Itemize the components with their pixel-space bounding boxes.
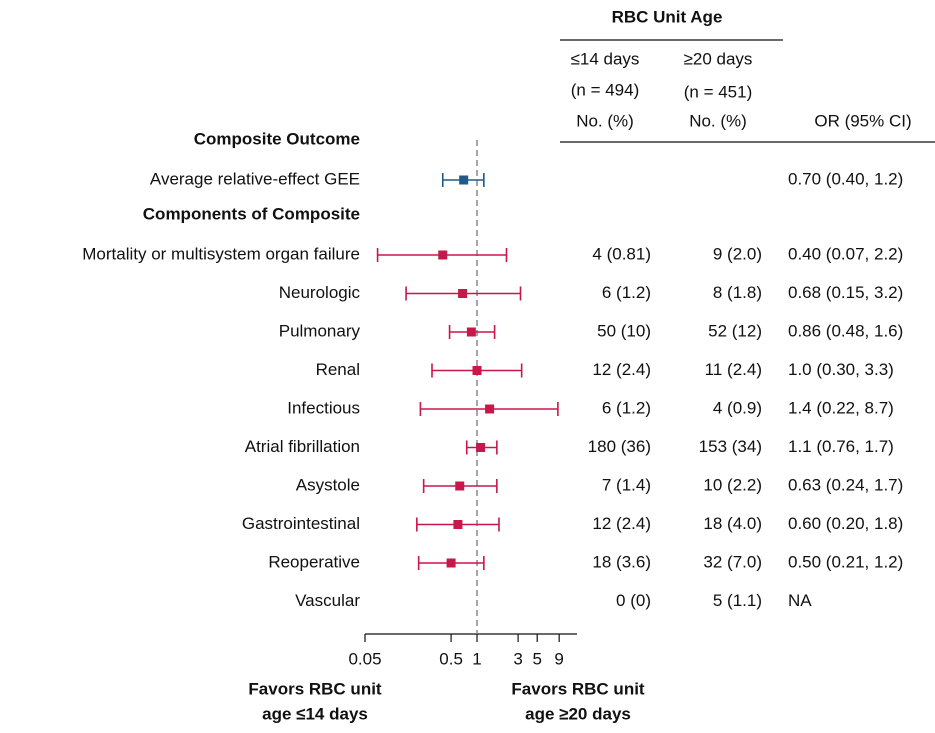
left-note: age ≤14 days xyxy=(262,704,368,723)
count: 4 (0.9) xyxy=(713,398,762,417)
right-note: age ≥20 days xyxy=(525,704,631,723)
x-tick-label: 0.05 xyxy=(348,649,381,668)
count: 4 (0.81) xyxy=(592,244,651,263)
row-label: Infectious xyxy=(287,398,360,417)
point-estimate xyxy=(446,558,456,568)
point-estimate xyxy=(472,366,482,375)
x-tick-label: 0.5 xyxy=(439,649,463,668)
count: 9 (2.0) xyxy=(713,244,762,263)
count: 180 (36) xyxy=(588,437,651,456)
point-estimate xyxy=(459,175,469,185)
count: 6 (1.2) xyxy=(602,398,651,417)
row-label: Gastrointestinal xyxy=(242,514,360,533)
count: 18 (4.0) xyxy=(703,514,762,533)
column-unit: No. (%) xyxy=(689,111,747,130)
count: 52 (12) xyxy=(708,321,762,340)
count: 5 (1.1) xyxy=(713,591,762,610)
or-label: 0.60 (0.20, 1.8) xyxy=(788,514,903,533)
row-label: Asystole xyxy=(296,475,360,494)
count: 8 (1.8) xyxy=(713,283,762,302)
or-label: 1.4 (0.22, 8.7) xyxy=(788,398,894,417)
point-estimate xyxy=(458,289,468,298)
left-note: Favors RBC unit xyxy=(248,679,382,698)
row-label: Neurologic xyxy=(279,283,361,302)
column-header: ≥20 days xyxy=(684,49,753,68)
count: 12 (2.4) xyxy=(592,514,651,533)
or-label: 0.50 (0.21, 1.2) xyxy=(788,552,903,571)
count: 50 (10) xyxy=(597,321,651,340)
row-label: Renal xyxy=(316,360,360,379)
right-note: Favors RBC unit xyxy=(511,679,645,698)
point-estimate xyxy=(476,443,486,452)
point-estimate xyxy=(466,327,476,337)
or-label: 1.1 (0.76, 1.7) xyxy=(788,437,894,456)
point-estimate xyxy=(485,404,495,414)
point-estimate xyxy=(438,250,448,260)
count: 7 (1.4) xyxy=(602,475,651,494)
count: 0 (0) xyxy=(616,591,651,610)
row-label: Average relative-effect GEE xyxy=(150,169,360,188)
count: 12 (2.4) xyxy=(592,360,651,379)
row-label: Atrial fibrillation xyxy=(245,437,360,456)
or-label: 0.68 (0.15, 3.2) xyxy=(788,283,903,302)
or-label: 0.40 (0.07, 2.2) xyxy=(788,244,903,263)
or-label: 0.70 (0.40, 1.2) xyxy=(788,169,903,188)
row-label: Vascular xyxy=(295,591,360,610)
section-heading: Components of Composite xyxy=(143,204,360,223)
count: 11 (2.4) xyxy=(705,360,762,379)
count: 18 (3.6) xyxy=(592,552,651,571)
point-estimate xyxy=(453,520,463,529)
x-tick-label: 1 xyxy=(472,649,481,668)
count: 32 (7.0) xyxy=(703,552,762,571)
row-label: Pulmonary xyxy=(279,321,361,340)
x-tick-label: 3 xyxy=(513,649,522,668)
or-label: 1.0 (0.30, 3.3) xyxy=(788,360,894,379)
or-header: OR (95% CI) xyxy=(814,111,911,130)
point-estimate xyxy=(455,481,465,491)
or-label: 0.63 (0.24, 1.7) xyxy=(788,475,903,494)
column-header: ≤14 days xyxy=(571,49,640,68)
count: 10 (2.2) xyxy=(703,475,762,494)
row-label: Reoperative xyxy=(268,552,360,571)
column-unit: No. (%) xyxy=(576,111,634,130)
count: 153 (34) xyxy=(699,437,762,456)
column-n: (n = 451) xyxy=(684,82,753,101)
row-label: Mortality or multisystem organ failure xyxy=(82,244,360,263)
or-label: NA xyxy=(788,591,812,610)
column-n: (n = 494) xyxy=(571,80,640,99)
x-tick-label: 9 xyxy=(554,649,563,668)
count: 6 (1.2) xyxy=(602,283,651,302)
chart-title: RBC Unit Age xyxy=(612,7,723,26)
x-tick-label: 5 xyxy=(532,649,541,668)
section-heading: Composite Outcome xyxy=(194,129,360,148)
or-label: 0.86 (0.48, 1.6) xyxy=(788,321,903,340)
